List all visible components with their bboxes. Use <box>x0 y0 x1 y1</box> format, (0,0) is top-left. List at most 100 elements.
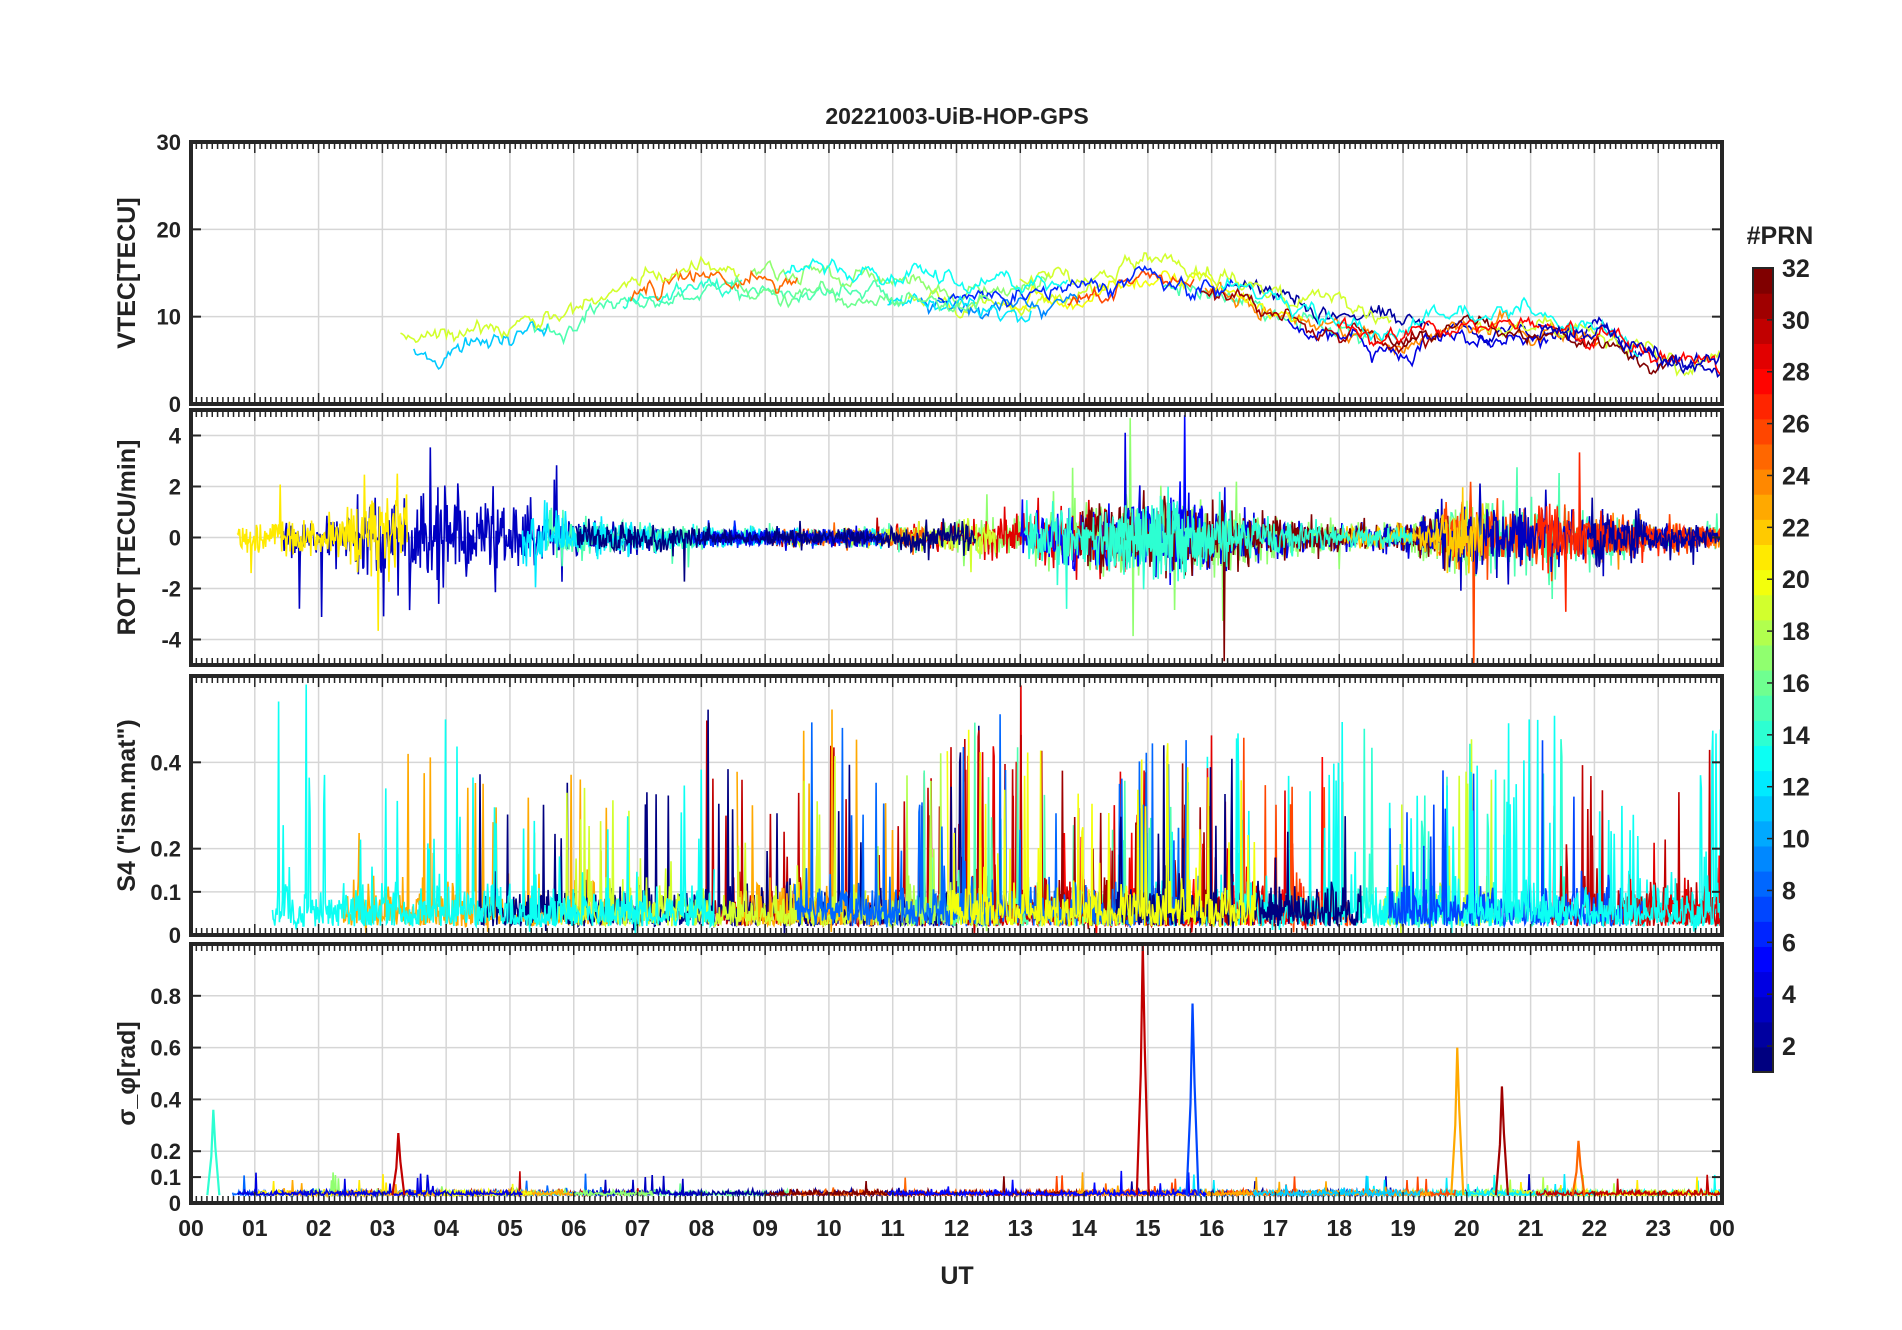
colorbar-segment <box>1753 1046 1773 1073</box>
x-tick-label: 22 <box>1582 1215 1608 1241</box>
colorbar-tick-label: 6 <box>1782 929 1796 957</box>
prn-trace <box>1204 281 1600 356</box>
colorbar-tick-label: 18 <box>1782 618 1810 646</box>
colorbar-tick-label: 28 <box>1782 359 1810 387</box>
x-tick-label: 03 <box>370 1215 396 1241</box>
prn-trace <box>1438 481 1722 665</box>
x-tick-label: 01 <box>242 1215 268 1241</box>
spike-mark <box>206 1109 221 1196</box>
y-axis-label: σ_φ[rad] <box>113 1021 141 1125</box>
grid <box>191 944 1722 1203</box>
prn-trace <box>1067 270 1195 306</box>
x-tick-label: 15 <box>1135 1215 1161 1241</box>
prn-trace <box>532 280 903 346</box>
colorbar-segment <box>1753 871 1773 897</box>
colorbar-segment <box>1753 594 1773 621</box>
prn-trace <box>1336 315 1722 375</box>
y-tick-label: 30 <box>157 130 181 155</box>
x-axis-label: UT <box>940 1262 973 1290</box>
colorbar-segment <box>1753 1021 1773 1048</box>
data-traces <box>206 944 1722 1199</box>
x-tick-labels: 00 01 02 03 04 05 06 07 08 09 10 11 12 13 14 15 16 17 18 19… <box>178 1215 1735 1241</box>
x-tick-label: 00 <box>1709 1215 1735 1241</box>
x-tick-label: 10 <box>816 1215 842 1241</box>
x-tick-label: 17 <box>1263 1215 1289 1241</box>
prn-trace <box>622 275 743 310</box>
colorbar-tick-label: 22 <box>1782 514 1810 542</box>
colorbar-segment <box>1753 268 1773 294</box>
y-tick-label: 20 <box>157 217 181 242</box>
minor-ticks <box>195 410 1718 665</box>
y-tick-label: 0 <box>169 392 181 417</box>
vtec-panel: 0 10 20 30 VTEC[TECU] <box>113 130 1724 417</box>
colorbar-tick-label: 8 <box>1782 877 1796 905</box>
y-tick-label: 0.4 <box>150 750 181 775</box>
spike-mark <box>1185 1003 1200 1196</box>
y-axis-label: ROT [TECU/min] <box>113 440 141 636</box>
colorbar-segment <box>1753 469 1773 495</box>
x-tick-label: 11 <box>881 1215 906 1241</box>
prn-trace <box>1198 284 1431 355</box>
colorbar-segment <box>1753 971 1773 998</box>
prn-trace <box>1535 1174 1722 1199</box>
colorbar-segment <box>1753 318 1773 344</box>
x-tick-label: 00 <box>178 1215 204 1241</box>
colorbar-segment <box>1753 569 1773 596</box>
prn-trace <box>574 518 977 582</box>
prn-trace <box>629 267 798 302</box>
prn-trace <box>1109 486 1214 590</box>
colorbar-tick-label: 30 <box>1782 307 1810 335</box>
data-traces <box>236 415 1722 665</box>
colorbar-segment <box>1753 293 1773 319</box>
prn-trace <box>887 292 1032 324</box>
data-traces <box>400 252 1722 378</box>
spike-mark <box>1494 1086 1510 1196</box>
y-tick-label: 0 <box>169 923 181 948</box>
x-tick-label: 04 <box>433 1215 459 1241</box>
y-tick-label: 0.2 <box>150 837 181 862</box>
colorbar-segment <box>1753 393 1773 420</box>
prn-trace <box>237 1172 523 1199</box>
colorbar-segment <box>1753 343 1773 370</box>
y-tick-label: 0.1 <box>150 880 181 905</box>
colorbar-tick-label: 20 <box>1782 566 1810 594</box>
y-tick-label: -4 <box>161 628 181 653</box>
prn-trace <box>271 684 715 934</box>
y-tick-label: 2 <box>169 475 181 500</box>
prn-trace <box>887 1170 1207 1199</box>
y-tick-label: -2 <box>161 577 181 602</box>
colorbar-segment <box>1753 745 1773 772</box>
x-tick-label: 09 <box>752 1215 778 1241</box>
x-tick-label: 05 <box>497 1215 523 1241</box>
colorbar-tick-label: 26 <box>1782 411 1810 439</box>
colorbar-segment <box>1753 443 1773 470</box>
x-tick-label: 20 <box>1454 1215 1480 1241</box>
prn-trace <box>732 275 990 313</box>
colorbar-segment <box>1753 544 1773 571</box>
spike-mark <box>1135 944 1150 1196</box>
y-axis-label: VTEC[TECU] <box>113 197 141 348</box>
prn-trace <box>1023 491 1414 609</box>
y-tick-label: 0 <box>169 1191 181 1216</box>
x-tick-label: 21 <box>1518 1215 1544 1241</box>
x-tick-label: 07 <box>625 1215 651 1241</box>
colorbar-segment <box>1753 845 1773 872</box>
x-tick-label: 08 <box>689 1215 715 1241</box>
x-tick-label: 12 <box>944 1215 970 1241</box>
minor-ticks <box>195 142 1718 404</box>
prn-trace <box>937 265 1234 308</box>
sigma-phi-panel: 00.10.2 0.4 0.6 0.8 σ_φ[rad] <box>113 942 1724 1216</box>
colorbar-segment <box>1753 896 1773 922</box>
x-tick-label: 16 <box>1199 1215 1225 1241</box>
colorbar-segment <box>1753 519 1773 545</box>
rot-panel: -4 -2 0 2 4 ROT [TECU/min] <box>113 408 1724 667</box>
minor-ticks <box>195 676 1718 935</box>
prn-trace <box>1589 497 1722 569</box>
colorbar-label: #PRN <box>1747 222 1814 250</box>
spike-mark <box>1571 1140 1586 1196</box>
y-tick-label: 4 <box>169 424 182 449</box>
colorbar-tick-label: 12 <box>1782 774 1810 802</box>
colorbar-segment <box>1753 644 1773 671</box>
